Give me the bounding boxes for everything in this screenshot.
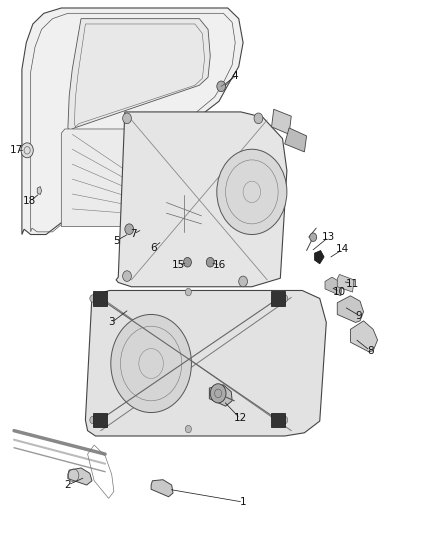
Circle shape [90,295,96,302]
Circle shape [111,314,191,413]
Polygon shape [116,112,287,287]
Text: 12: 12 [233,414,247,423]
Polygon shape [85,290,326,436]
Text: 6: 6 [150,243,157,253]
Text: 17: 17 [10,146,23,155]
Polygon shape [93,413,107,427]
Circle shape [90,416,96,424]
Text: 9: 9 [356,311,363,320]
Polygon shape [209,385,232,406]
Text: 16: 16 [213,261,226,270]
Text: 13: 13 [322,232,335,242]
Polygon shape [93,291,107,306]
Circle shape [206,257,214,267]
Circle shape [184,257,191,267]
Text: 14: 14 [336,245,349,254]
Circle shape [217,81,226,92]
Text: 10: 10 [333,287,346,297]
Polygon shape [285,128,307,152]
Polygon shape [271,291,285,306]
Polygon shape [314,251,324,264]
Circle shape [239,276,247,287]
Polygon shape [37,187,42,195]
Polygon shape [61,129,221,227]
Circle shape [125,224,134,235]
Text: 18: 18 [23,197,36,206]
Circle shape [21,143,33,158]
Polygon shape [68,19,210,131]
Text: 5: 5 [113,236,120,246]
Circle shape [185,425,191,433]
Text: 3: 3 [108,318,115,327]
Polygon shape [350,321,378,352]
Polygon shape [272,109,291,134]
Circle shape [310,233,317,241]
Polygon shape [22,8,243,235]
Circle shape [282,416,288,424]
Polygon shape [271,413,285,427]
Polygon shape [337,274,354,292]
Polygon shape [325,277,343,296]
Circle shape [282,295,288,302]
Circle shape [185,288,191,296]
Circle shape [254,113,263,124]
Text: 2: 2 [64,480,71,490]
Circle shape [217,149,287,235]
Text: 1: 1 [240,497,247,507]
Circle shape [123,113,131,124]
Text: 15: 15 [172,261,185,270]
Polygon shape [151,480,173,497]
Circle shape [210,384,226,403]
Polygon shape [337,296,364,322]
Text: 11: 11 [346,279,359,288]
Text: 4: 4 [231,71,238,80]
Polygon shape [68,468,92,485]
Text: 8: 8 [367,346,374,356]
Circle shape [123,271,131,281]
Text: 7: 7 [130,229,137,239]
